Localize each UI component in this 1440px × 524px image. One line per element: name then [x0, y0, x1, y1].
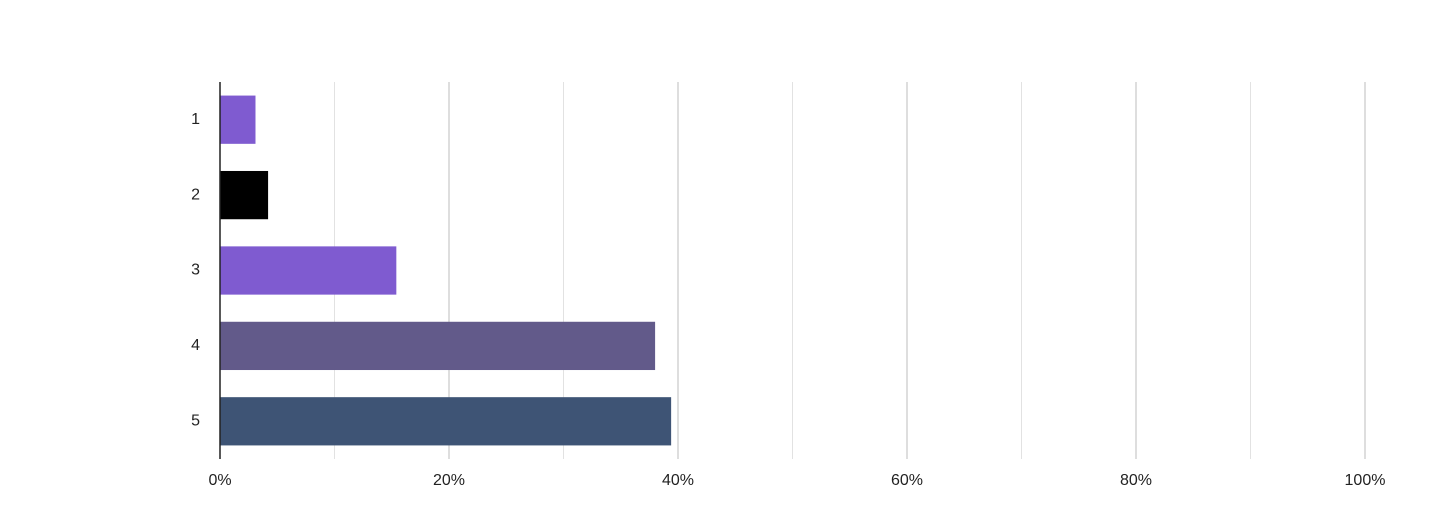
bar	[220, 246, 397, 295]
y-tick-label: 1	[191, 111, 200, 128]
x-tick-label: 100%	[1345, 472, 1386, 489]
x-tick-label: 80%	[1120, 472, 1152, 489]
y-tick-label: 4	[191, 337, 200, 354]
bar	[220, 95, 256, 144]
bar	[220, 397, 672, 446]
bar	[220, 321, 656, 371]
y-tick-label: 5	[191, 413, 200, 430]
x-tick-label: 0%	[208, 472, 231, 489]
bar	[220, 170, 269, 220]
x-tick-label: 20%	[433, 472, 465, 489]
y-tick-label: 3	[191, 262, 200, 279]
x-tick-label: 40%	[662, 472, 694, 489]
x-tick-label: 60%	[891, 472, 923, 489]
y-tick-label: 2	[191, 186, 200, 203]
